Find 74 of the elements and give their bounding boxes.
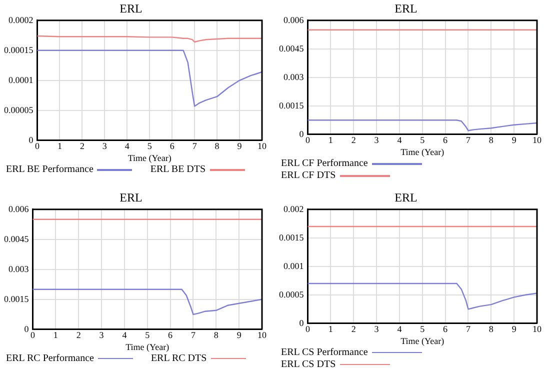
x-tick-label: 8 [214, 141, 220, 152]
y-tick-label: 0.006 [284, 14, 304, 25]
x-tick-label: 7 [190, 330, 196, 340]
x-tick-label: 2 [351, 135, 356, 146]
x-tick-label: 1 [57, 141, 62, 152]
y-tick-label: 0.0001 [8, 74, 34, 85]
chart-title: ERL [394, 190, 418, 204]
x-tick-label: 7 [466, 324, 471, 334]
x-tick-label: 8 [488, 324, 494, 334]
y-tick-label: 0 [299, 317, 304, 328]
y-tick-label: 0.00015 [4, 44, 34, 55]
x-tick-label: 7 [466, 135, 471, 146]
x-tick-label: 1 [328, 324, 333, 334]
chart-title: ERL [120, 190, 142, 204]
legend-label: ERL RC DTS [150, 352, 207, 364]
y-tick-label: 0.0045 [279, 43, 304, 54]
x-tick-label: 3 [374, 135, 380, 146]
x-tick-label: 5 [147, 141, 152, 152]
y-tick-label: 0.003 [8, 263, 30, 274]
x-tick-label: 5 [145, 330, 150, 340]
x-axis-title: Time (Year) [128, 152, 172, 163]
x-axis-title: Time (Year) [126, 341, 170, 352]
x-tick-label: 4 [122, 330, 128, 340]
x-tick-label: 5 [420, 324, 426, 334]
legend-label: ERL CF DTS [281, 170, 336, 182]
x-axis-title: Time (Year) [400, 335, 444, 346]
x-tick-label: 10 [258, 330, 267, 340]
y-tick-label: 0.0002 [8, 14, 34, 25]
y-tick-label: 0.0015 [4, 293, 30, 304]
y-tick-label: 0.0015 [279, 232, 304, 242]
x-tick-label: 10 [258, 141, 267, 152]
x-tick-label: 6 [443, 135, 448, 146]
x-tick-label: 9 [236, 330, 242, 340]
x-tick-label: 4 [397, 135, 402, 146]
y-tick-label: 0.00005 [4, 104, 34, 115]
x-tick-label: 7 [192, 141, 198, 152]
x-tick-label: 1 [328, 135, 333, 146]
legend-label: ERL CS Performance [281, 346, 368, 358]
x-tick-label: 3 [374, 324, 380, 334]
x-tick-label: 8 [488, 135, 494, 146]
x-tick-label: 10 [532, 324, 542, 334]
y-tick-label: 0.003 [284, 72, 304, 82]
chart-title: ERL [394, 1, 418, 16]
y-tick-label: 0.0015 [279, 100, 304, 110]
x-tick-label: 2 [351, 324, 356, 334]
x-tick-label: 4 [397, 324, 402, 334]
x-tick-label: 6 [443, 324, 448, 334]
x-tick-label: 6 [168, 330, 174, 340]
legend-label: ERL CS DTS [281, 358, 336, 370]
y-tick-label: 0.0005 [279, 288, 304, 299]
x-tick-label: 5 [420, 135, 426, 146]
x-tick-label: 1 [53, 330, 58, 340]
y-tick-label: 0.0045 [4, 233, 30, 244]
y-tick-label: 0.002 [284, 203, 304, 214]
x-tick-label: 2 [76, 330, 81, 340]
y-tick-label: 0.001 [284, 260, 304, 270]
x-tick-label: 2 [80, 141, 84, 152]
x-tick-label: 3 [99, 330, 104, 340]
y-tick-label: 0.006 [8, 203, 30, 214]
x-tick-label: 8 [214, 330, 219, 340]
x-tick-label: 9 [512, 135, 517, 146]
x-tick-label: 10 [532, 135, 542, 146]
x-tick-label: 6 [170, 141, 175, 152]
chart-title: ERL [120, 1, 142, 16]
x-tick-label: 9 [237, 141, 242, 152]
legend-label: ERL BE DTS [150, 164, 206, 176]
x-tick-label: 4 [124, 141, 130, 152]
x-axis-title: Time (Year) [400, 146, 444, 157]
legend-label: ERL BE Performance [6, 164, 94, 176]
legend-label: ERL RC Performance [6, 352, 94, 364]
x-tick-label: 9 [512, 324, 517, 334]
legend-label: ERL CF Performance [281, 158, 368, 170]
y-tick-label: 0 [299, 128, 304, 139]
x-tick-label: 3 [102, 141, 108, 152]
